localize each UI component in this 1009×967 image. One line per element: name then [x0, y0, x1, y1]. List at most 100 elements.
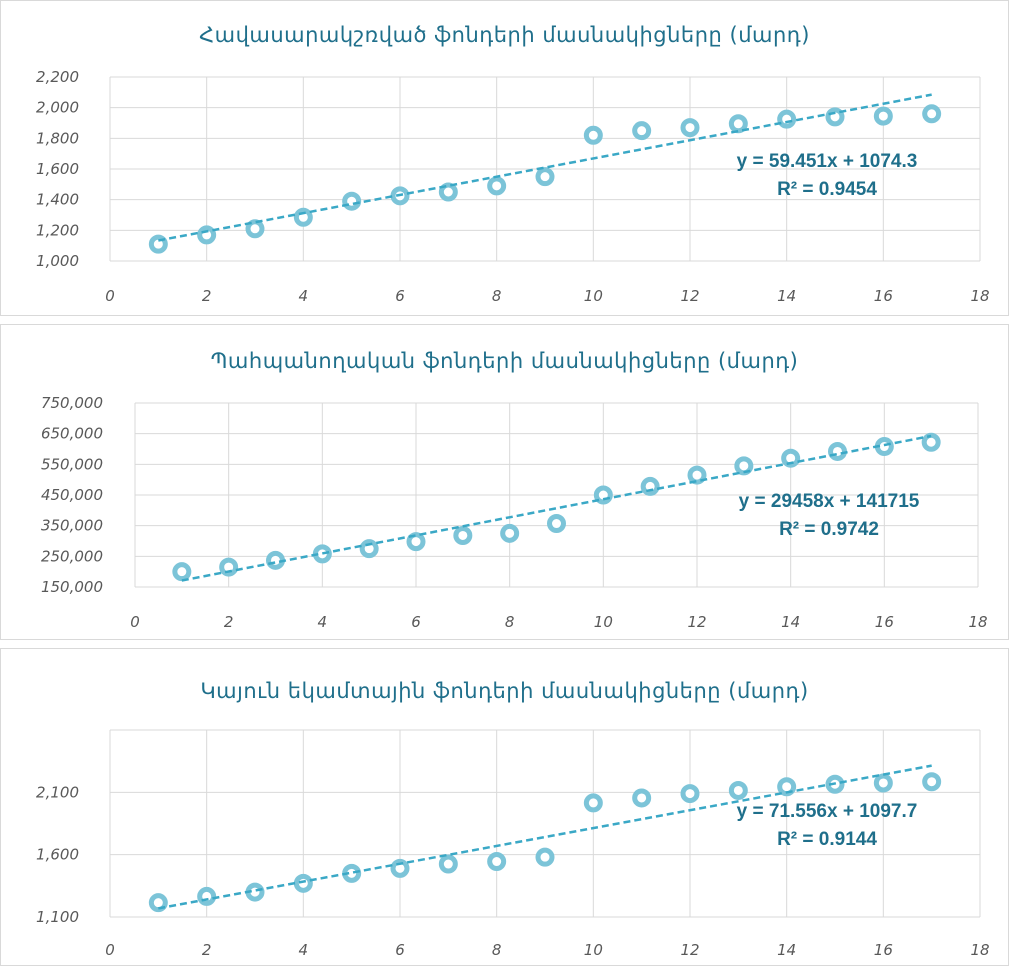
data-point [219, 557, 239, 577]
data-point [873, 773, 893, 793]
data-point [148, 893, 168, 913]
scatter-plot-3: 0 2 4 6 8 10 12 14 16 18 1,100 1,600 2,100 y = 71.556… [36, 729, 990, 959]
data-point [438, 182, 458, 202]
x-tick-label: 14 [777, 941, 796, 959]
chart-panel-1: Հավասարակշռված ֆոնդերի մասնակիցները (մար… [0, 0, 1009, 316]
data-point [777, 109, 797, 129]
data-point [873, 106, 893, 126]
data-point [680, 118, 700, 138]
x-tick-label: 16 [874, 941, 893, 959]
data-point [487, 852, 507, 872]
x-tick-label: 10 [584, 941, 603, 959]
trendline [158, 764, 932, 910]
data-point [583, 793, 603, 813]
trendline-equation: y = 71.556x + 1097.7 [737, 801, 918, 822]
data-point [535, 167, 555, 187]
scatter-plot-2: 0 2 4 6 8 10 12 14 16 18 150,000 250,000 350,000 450,… [41, 394, 988, 631]
data-point [777, 777, 797, 797]
data-point [293, 873, 313, 893]
chart-panel-3: Կայուն եկամտային ֆոնդերի մասնակիցները (մ… [0, 648, 1009, 966]
trendline-equation: y = 59.451x + 1074.3 [737, 151, 918, 172]
y-tick-label: 550,000 [41, 455, 103, 473]
trendline-r-squared: R² = 0.9454 [777, 179, 877, 200]
data-point [680, 784, 700, 804]
x-tick-label: 12 [680, 941, 699, 959]
data-point [487, 176, 507, 196]
y-tick-label: 650,000 [41, 425, 103, 443]
data-point [453, 525, 473, 545]
x-tick-label: 18 [970, 287, 989, 305]
data-point [583, 125, 603, 145]
chart-panel-2: Պահպանողական ֆոնդերի մասնակիցները (մարդ)… [0, 324, 1009, 640]
y-tick-label: 150,000 [41, 578, 103, 596]
chart-title: Պահպանողական ֆոնդերի մասնակիցները (մարդ) [210, 349, 799, 373]
x-tick-label: 18 [970, 941, 989, 959]
data-point [406, 532, 426, 552]
data-point [922, 104, 942, 124]
x-tick-label: 10 [584, 287, 603, 305]
data-point [438, 854, 458, 874]
y-tick-label: 250,000 [41, 547, 103, 565]
chart-title: Կայուն եկամտային ֆոնդերի մասնակիցները (մ… [200, 679, 809, 703]
x-tick-label: 12 [680, 287, 699, 305]
y-tick-label: 2,000 [36, 99, 79, 117]
y-tick-label: 750,000 [41, 394, 103, 412]
scatter-plot-1: 0 2 4 6 8 10 12 14 16 18 1,000 1,200 1,400 1,600 1,800… [36, 68, 990, 305]
data-point [687, 465, 707, 485]
y-tick-label: 1,800 [36, 129, 79, 147]
trendline-r-squared: R² = 0.9144 [777, 829, 877, 850]
data-point [922, 772, 942, 792]
y-tick-label: 1,100 [36, 908, 79, 926]
x-tick-label: 2 [202, 941, 212, 959]
data-point [728, 114, 748, 134]
x-tick-label: 8 [492, 287, 502, 305]
x-tick-label: 0 [130, 613, 140, 631]
x-tick-label: 16 [874, 287, 893, 305]
y-tick-label: 1,000 [36, 252, 79, 270]
y-tick-label: 1,600 [36, 846, 79, 864]
data-point [535, 847, 555, 867]
data-point [921, 432, 941, 452]
trendline-equation: y = 29458x + 141715 [739, 491, 920, 512]
data-point [197, 225, 217, 245]
x-tick-label: 4 [318, 613, 328, 631]
data-point [547, 514, 566, 534]
x-tick-label: 18 [968, 613, 987, 631]
y-tick-label: 1,400 [36, 191, 79, 209]
chart-title: Հավասարակշռված ֆոնդերի մասնակիցները (մար… [199, 23, 810, 47]
x-tick-label: 6 [395, 287, 405, 305]
data-point [500, 523, 520, 543]
x-tick-label: 2 [224, 613, 234, 631]
x-tick-label: 2 [202, 287, 212, 305]
trendline-r-squared: R² = 0.9742 [779, 519, 879, 540]
x-tick-label: 16 [875, 613, 894, 631]
x-tick-label: 6 [395, 941, 405, 959]
x-tick-label: 4 [299, 941, 309, 959]
x-tick-label: 10 [594, 613, 613, 631]
data-point [632, 121, 652, 141]
data-point [632, 788, 652, 808]
x-tick-label: 12 [687, 613, 706, 631]
y-tick-label: 1,600 [36, 160, 79, 178]
x-tick-label: 0 [105, 941, 115, 959]
y-tick-label: 1,200 [36, 221, 79, 239]
data-point [781, 448, 801, 468]
y-tick-label: 450,000 [41, 486, 103, 504]
trendline [158, 93, 932, 242]
y-tick-label: 2,100 [36, 783, 79, 801]
x-tick-label: 4 [299, 287, 309, 305]
data-point [728, 780, 748, 800]
x-tick-label: 8 [492, 941, 502, 959]
trendline [181, 434, 932, 582]
x-tick-label: 14 [777, 287, 796, 305]
data-point [197, 886, 217, 906]
x-tick-label: 8 [505, 613, 515, 631]
y-tick-label: 350,000 [41, 517, 103, 535]
data-point [245, 219, 265, 239]
x-tick-label: 6 [411, 613, 421, 631]
y-tick-label: 2,200 [36, 68, 79, 86]
x-tick-label: 14 [781, 613, 800, 631]
data-point [828, 441, 847, 461]
x-tick-label: 0 [105, 287, 115, 305]
data-point [172, 562, 192, 582]
